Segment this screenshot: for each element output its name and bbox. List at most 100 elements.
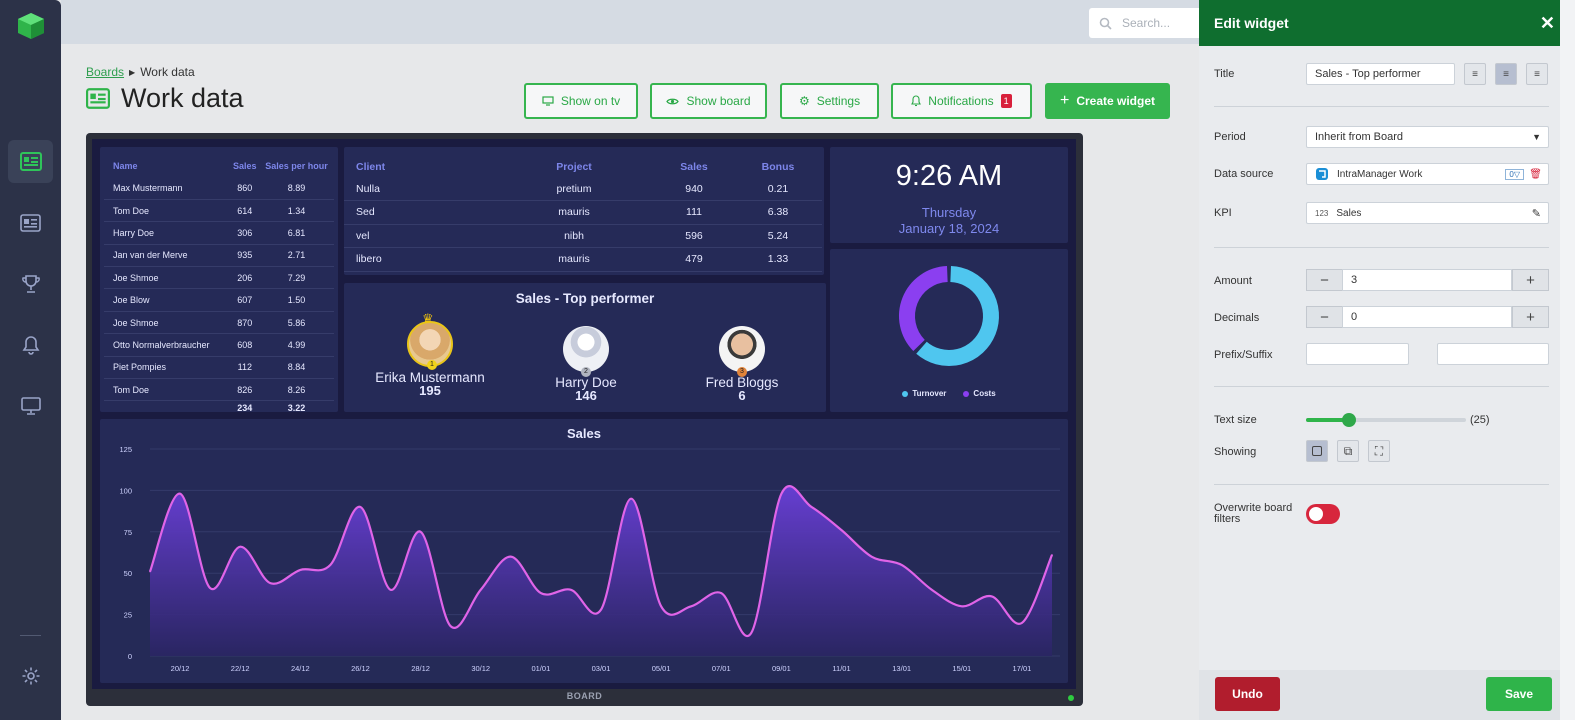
- decimals-decrement-button[interactable]: −: [1306, 306, 1343, 328]
- table-row: Joe Shmoe 870 5.86: [104, 311, 334, 335]
- showing-single-button[interactable]: [1306, 440, 1328, 462]
- sidebar-item-notifications[interactable]: [8, 323, 53, 366]
- prefix-input[interactable]: [1306, 343, 1409, 365]
- settings-button[interactable]: ⚙ Settings: [780, 83, 879, 119]
- kpi-field[interactable]: 123 Sales ✎: [1306, 202, 1549, 224]
- divider: [1214, 484, 1549, 485]
- tv-icon: [542, 96, 554, 106]
- table-cell: 860: [230, 177, 259, 200]
- text-size-slider-handle[interactable]: [1342, 413, 1357, 427]
- sidebar-item-settings[interactable]: [8, 654, 53, 697]
- showing-layered-button[interactable]: ⧉: [1337, 440, 1359, 462]
- data-point: [900, 564, 903, 566]
- overwrite-filters-label: Overwrite board filters: [1214, 502, 1293, 525]
- x-tick-label: 07/01: [712, 664, 731, 673]
- sidebar-item-trophy[interactable]: [8, 262, 53, 305]
- table-cell: Joe Shmoe: [104, 311, 231, 335]
- table-cell: Joe Blow: [104, 288, 231, 312]
- show-board-button[interactable]: Show board: [650, 83, 767, 119]
- x-tick-label: 03/01: [592, 664, 611, 673]
- data-point: [179, 492, 181, 495]
- settings-label: Settings: [816, 94, 861, 108]
- showing-label: Showing: [1214, 446, 1257, 458]
- suffix-input[interactable]: [1437, 343, 1549, 365]
- showing-frame-button[interactable]: ⛶: [1368, 440, 1390, 462]
- table-total-cell: 234: [237, 403, 253, 414]
- sales-table: Name Sales Sales per hour Max Mustermann…: [104, 155, 334, 415]
- data-point: [840, 529, 843, 531]
- close-icon[interactable]: ✕: [1539, 13, 1555, 33]
- logo-icon[interactable]: [16, 12, 46, 40]
- show-on-tv-button[interactable]: Show on tv: [524, 83, 638, 119]
- period-select[interactable]: Inherit from Board ▼: [1306, 126, 1549, 148]
- amount-increment-button[interactable]: +: [1512, 269, 1549, 291]
- table-row: Max Mustermann 860 8.89: [104, 177, 334, 200]
- delete-icon[interactable]: 🗑: [1529, 168, 1542, 180]
- search-icon: [1099, 17, 1112, 30]
- x-tick-label: 20/12: [171, 664, 190, 673]
- data-point: [1051, 554, 1053, 556]
- prefix-suffix-label: Prefix/Suffix: [1214, 349, 1273, 361]
- align-right-button[interactable]: ≡: [1526, 63, 1548, 85]
- plus-icon: +: [1059, 92, 1070, 109]
- sales-table-widget[interactable]: Name Sales Sales per hour Max Mustermann…: [100, 147, 338, 415]
- text-size-slider[interactable]: [1306, 413, 1466, 427]
- table-cell: 826: [230, 378, 259, 402]
- align-center-button[interactable]: ≡: [1495, 63, 1517, 85]
- table-row: libero mauris 479 1.33: [344, 247, 822, 272]
- table-cell: mauris: [494, 247, 654, 272]
- client-table-widget[interactable]: Client Project Sales Bonus Nulla pretium 9…: [344, 147, 824, 275]
- notifications-button[interactable]: Notifications 1: [891, 83, 1032, 119]
- table-header: Name: [113, 161, 138, 171]
- sales-chart-widget[interactable]: Sales 0 25 50 75 100 125 20/12 22/12 24/12 26/12 28…: [100, 419, 1068, 683]
- table-cell: mauris: [494, 200, 654, 225]
- legend-label: Turnover: [912, 389, 947, 398]
- clock-time: 9:26 AM: [895, 160, 1003, 192]
- sidebar-item-dashboard[interactable]: [8, 140, 53, 183]
- table-row: Tom Doe 614 1.34: [104, 199, 334, 223]
- sidebar-item-boards[interactable]: [8, 201, 53, 244]
- title-label: Title: [1214, 68, 1235, 80]
- boards-icon: [19, 214, 41, 232]
- table-total-row: 234 3.22: [104, 401, 334, 415]
- save-button[interactable]: Save: [1486, 677, 1552, 711]
- breadcrumb-boards-link[interactable]: Boards: [86, 65, 125, 79]
- overwrite-filters-toggle[interactable]: [1306, 504, 1340, 524]
- table-cell: nibh: [494, 224, 654, 248]
- donut-widget[interactable]: Turnover Costs: [830, 249, 1068, 412]
- scrollbar[interactable]: [1560, 0, 1575, 720]
- undo-button[interactable]: Undo: [1215, 677, 1280, 711]
- data-source-field[interactable]: IntraManager Work 0▽ 🗑: [1306, 163, 1549, 185]
- rank-badge: 2: [581, 367, 591, 377]
- decimals-input[interactable]: 0: [1342, 306, 1512, 328]
- performer-score: 146: [575, 388, 597, 403]
- x-tick-label: 22/12: [231, 664, 250, 673]
- bell-icon: [22, 335, 39, 355]
- amount-decrement-button[interactable]: −: [1306, 269, 1343, 291]
- search-input[interactable]: Search...: [1089, 8, 1205, 38]
- x-tick-label: 17/01: [1013, 664, 1032, 673]
- bell-icon: [911, 95, 922, 107]
- legend-dot: [963, 390, 970, 397]
- top-performer-widget[interactable]: Sales - Top performer ♛ 1 Erika Musterma…: [344, 283, 826, 412]
- decimals-increment-button[interactable]: +: [1512, 306, 1549, 328]
- table-cell: 607: [230, 288, 259, 312]
- page-title: Work data: [86, 83, 244, 114]
- data-point: [870, 555, 873, 558]
- text-size-value: (25): [1470, 414, 1490, 426]
- data-point: [299, 569, 302, 571]
- align-left-button[interactable]: ≡: [1464, 63, 1486, 85]
- edit-icon[interactable]: ✎: [1531, 207, 1541, 220]
- avatar: 2: [563, 326, 609, 377]
- table-cell: Nulla: [344, 177, 494, 201]
- cog-icon: ⚙: [798, 94, 810, 108]
- clock-widget[interactable]: 9:26 AM Thursday January 18, 2024: [830, 147, 1068, 243]
- sidebar-item-tv[interactable]: [8, 384, 53, 427]
- x-tick-label: 01/01: [531, 664, 550, 673]
- table-total-cell: 3.22: [287, 403, 306, 414]
- title-field[interactable]: Sales - Top performer: [1306, 63, 1455, 85]
- amount-input[interactable]: 3: [1342, 269, 1512, 291]
- filter-badge[interactable]: 0▽: [1505, 168, 1524, 180]
- create-widget-button[interactable]: + Create widget: [1045, 83, 1170, 119]
- y-tick-label: 25: [124, 611, 132, 620]
